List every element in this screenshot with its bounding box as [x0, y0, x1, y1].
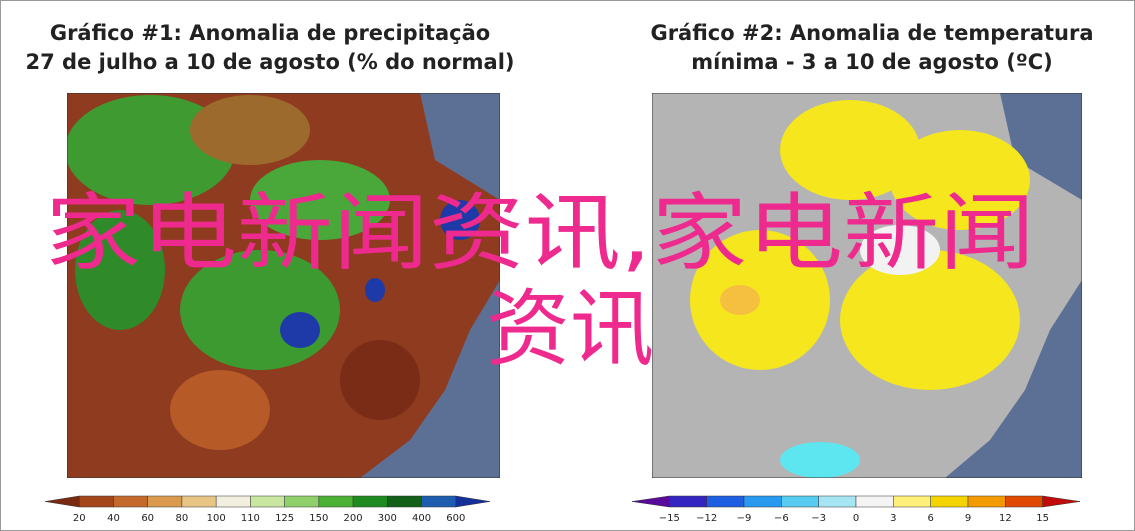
colorbar-segment	[743, 495, 782, 508]
colorbar-label: 80	[176, 513, 189, 524]
colorbar-segment	[855, 495, 894, 508]
colorbar-segment	[113, 495, 148, 508]
overlay-text: 家电新闻资讯,家电新闻	[45, 184, 1035, 282]
colorbar-label: 40	[107, 513, 120, 524]
panel-title: 27 de julho a 10 de agosto (% do normal)	[26, 50, 515, 74]
colorbar-label: 200	[344, 513, 363, 524]
colorbar-label: 15	[1036, 513, 1049, 524]
colorbar-segment	[455, 495, 491, 508]
colorbar-segment	[352, 495, 388, 508]
colorbar-segment	[669, 495, 707, 508]
colorbar-label: 100	[207, 513, 226, 524]
colorbar-label: 110	[241, 513, 260, 524]
colorbar-segment	[147, 495, 183, 508]
colorbar-label: 3	[890, 513, 896, 524]
colorbar-label: 400	[412, 513, 431, 524]
colorbar-label: −15	[659, 513, 680, 524]
colorbar-segment	[631, 495, 670, 508]
colorbar-segment	[318, 495, 354, 508]
colorbar-label: 9	[965, 513, 971, 524]
colorbar-label: 300	[378, 513, 397, 524]
colorbar-segment	[706, 495, 745, 508]
colorbar-segment	[181, 495, 217, 508]
precipitation-map	[67, 93, 500, 478]
colorbar-segment	[250, 495, 285, 508]
colorbar-segment	[387, 495, 422, 508]
colorbar-label: 600	[446, 513, 465, 524]
panel-title: mínima - 3 a 10 de agosto (ºC)	[691, 50, 1053, 74]
colorbar-segment	[1005, 495, 1043, 508]
colorbar-segment	[215, 495, 251, 508]
colorbar-segment	[284, 495, 320, 508]
colorbar-segment	[967, 495, 1006, 508]
temperature-map	[652, 93, 1082, 478]
overlay-text: 资讯	[486, 280, 654, 378]
panel-title: Gráfico #2: Anomalia de temperatura	[650, 21, 1093, 45]
colorbar-label: −12	[696, 513, 717, 524]
colorbar-segment	[1042, 495, 1081, 508]
colorbar-label: 125	[275, 513, 294, 524]
colorbar-label: 20	[73, 513, 86, 524]
colorbar-label: 6	[927, 513, 933, 524]
colorbar-segment	[44, 495, 80, 508]
colorbar-segment	[818, 495, 857, 508]
colorbar-label: −6	[774, 513, 789, 524]
colorbar-label: −9	[737, 513, 752, 524]
colorbar-segment	[930, 495, 969, 508]
colorbar-segment	[421, 495, 457, 508]
panel-title: Gráfico #1: Anomalia de precipitação	[50, 21, 490, 45]
colorbar-label: 0	[853, 513, 859, 524]
colorbar-label: −3	[811, 513, 826, 524]
colorbar-segment	[893, 495, 931, 508]
colorbar-segment	[78, 495, 114, 508]
colorbar-label: 150	[309, 513, 328, 524]
colorbar-label: 60	[141, 513, 154, 524]
colorbar-segment	[781, 495, 819, 508]
colorbar-label: 12	[999, 513, 1012, 524]
